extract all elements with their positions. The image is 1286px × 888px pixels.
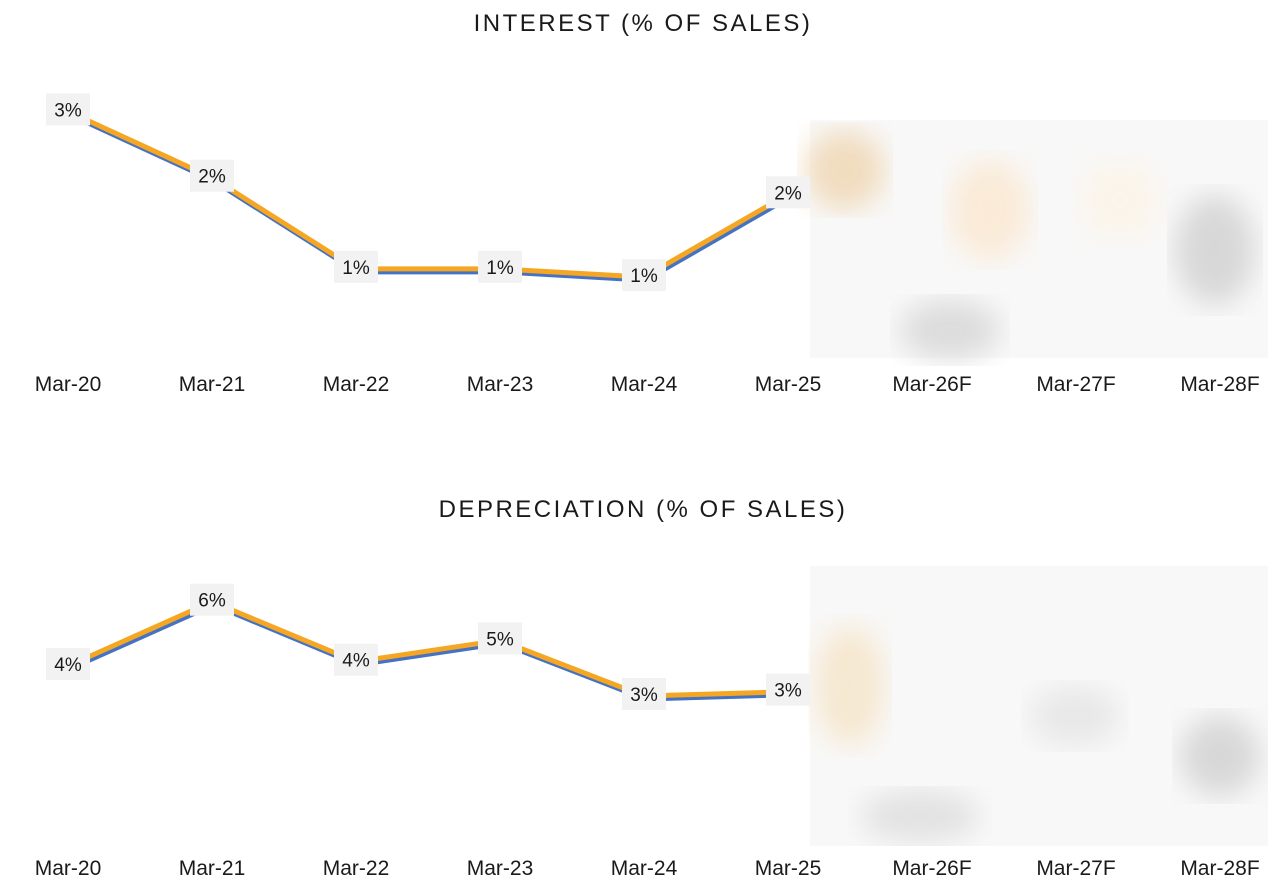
x-tick-label: Mar-27F: [1036, 857, 1115, 880]
data-label-text: 2%: [774, 183, 802, 204]
series-line: [65, 599, 791, 699]
data-label: 3%: [46, 93, 90, 126]
data-label-text: 5%: [486, 629, 514, 650]
series-line-shadow: [67, 602, 792, 702]
chart-title: INTEREST (% OF SALES): [473, 10, 813, 37]
data-label-text: 4%: [342, 651, 370, 672]
data-label-text: 2%: [198, 167, 226, 188]
x-tick-label: Mar-28F: [1180, 373, 1259, 396]
obscured-forecast-region: [805, 120, 1268, 360]
data-label: 2%: [766, 176, 810, 209]
x-tick-label: Mar-27F: [1036, 373, 1115, 396]
x-tick-label: Mar-22: [323, 373, 390, 396]
data-label: 2%: [190, 159, 234, 192]
x-tick-label: Mar-22: [323, 857, 390, 880]
x-tick-label: Mar-24: [611, 373, 678, 396]
x-tick-label: Mar-25: [755, 857, 822, 880]
data-label-text: 6%: [198, 591, 226, 612]
depreciation-plot: Mar-20 Mar-21 Mar-22 Mar-23 Mar-24 Mar-25 Mar-…: [35, 566, 1268, 880]
chart-title: DEPRECIATION (% OF SALES): [438, 496, 848, 523]
data-label-text: 1%: [486, 258, 514, 279]
data-label-text: 1%: [342, 258, 370, 279]
data-label-text: 3%: [630, 685, 658, 706]
series-line: [65, 108, 791, 280]
x-tick-label: Mar-20: [35, 373, 102, 396]
data-label: 4%: [46, 648, 90, 680]
interest-chart: INTEREST (% OF SALES) Mar-20 Mar-21 Mar-22…: [0, 0, 1286, 420]
data-label: 5%: [478, 622, 522, 655]
x-tick-label: Mar-26F: [892, 857, 971, 880]
data-label-text: 3%: [54, 100, 82, 121]
x-tick-label: Mar-20: [35, 857, 102, 880]
data-label: 1%: [478, 250, 522, 283]
data-label: 3%: [766, 673, 810, 706]
x-tick-label: Mar-23: [467, 857, 534, 880]
obscured-forecast-region: [810, 566, 1268, 846]
x-tick-label: Mar-25: [755, 373, 822, 396]
interest-plot: Mar-20 Mar-21 Mar-22 Mar-23 Mar-24 Mar-25 Mar-…: [35, 93, 1268, 396]
depreciation-chart: DEPRECIATION (% OF SALES) Mar-20 Mar-21 Ma…: [0, 486, 1286, 888]
data-label: 1%: [334, 250, 378, 283]
x-tick-label: Mar-21: [179, 857, 246, 880]
data-label: 3%: [622, 678, 666, 710]
data-label: 4%: [334, 643, 378, 676]
x-tick-label: Mar-24: [611, 857, 678, 880]
x-tick-label: Mar-21: [179, 373, 246, 396]
data-label-text: 1%: [630, 266, 658, 287]
x-tick-label: Mar-26F: [892, 373, 971, 396]
data-label: 1%: [622, 259, 666, 292]
x-tick-label: Mar-28F: [1180, 857, 1259, 880]
data-label-text: 4%: [54, 655, 82, 676]
data-label: 6%: [190, 583, 234, 616]
data-label-text: 3%: [774, 681, 802, 702]
x-tick-label: Mar-23: [467, 373, 534, 396]
